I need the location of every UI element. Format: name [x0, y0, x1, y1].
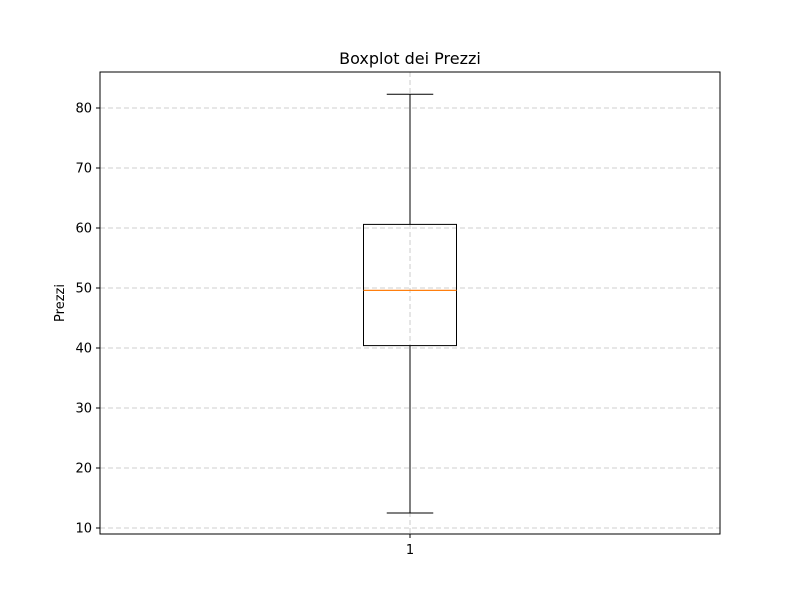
y-tick-label: 10	[75, 522, 92, 537]
y-tick-label: 80	[75, 102, 92, 117]
y-tick-label: 60	[75, 222, 92, 237]
box-layer	[363, 93, 457, 514]
y-tick-label: 70	[75, 162, 92, 177]
y-tick-label: 40	[75, 342, 92, 357]
x-axis-ticks: 1	[406, 534, 414, 558]
chart-title: Boxplot dei Prezzi	[339, 49, 481, 68]
y-tick-label: 50	[75, 282, 92, 297]
y-tick-label: 30	[75, 402, 92, 417]
box-body	[363, 223, 457, 347]
y-axis-label: Prezzi	[53, 284, 68, 322]
y-tick-label: 20	[75, 462, 92, 477]
y-axis-ticks: 10 20 30 40 50 60 70 80	[75, 102, 100, 537]
box-1	[363, 93, 457, 514]
x-tick-label: 1	[406, 543, 414, 558]
